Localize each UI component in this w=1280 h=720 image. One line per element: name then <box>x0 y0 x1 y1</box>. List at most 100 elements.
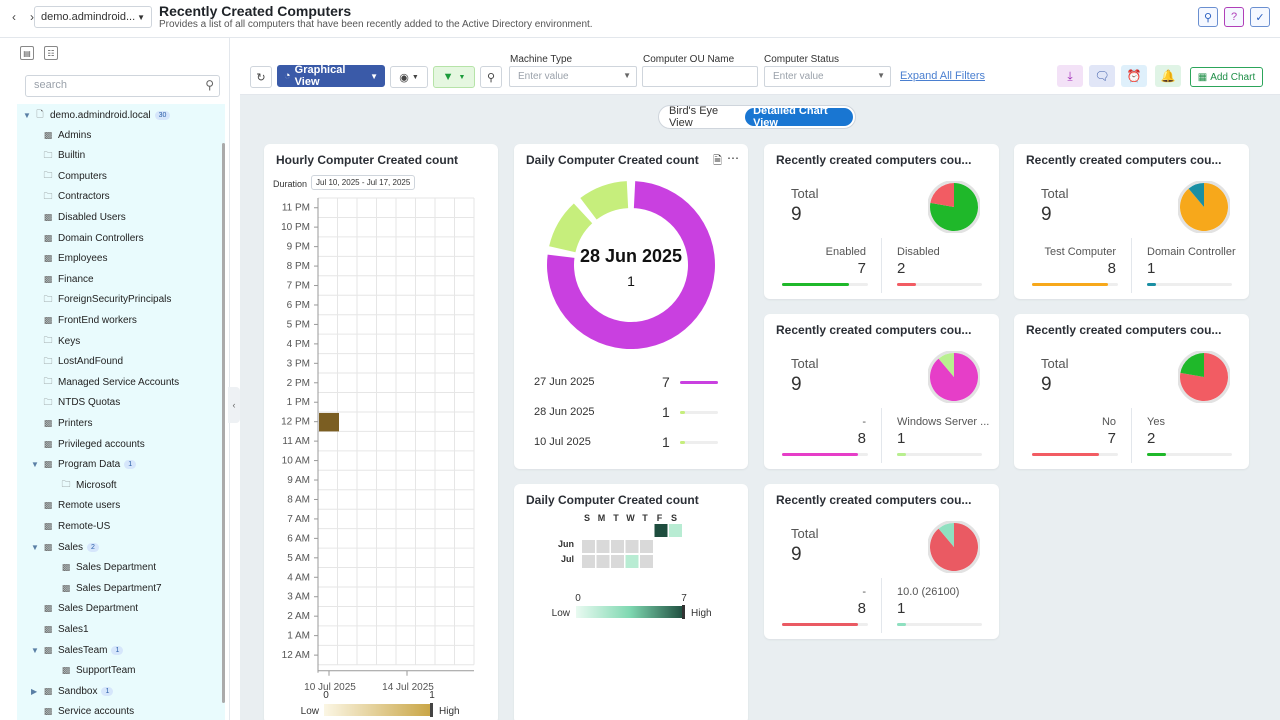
sidebar-item[interactable]: ▩ Finance <box>31 270 94 288</box>
sidebar-item[interactable]: ▩ Sales Department <box>31 600 138 618</box>
calendar-data-cell[interactable] <box>654 524 668 537</box>
sidebar-item[interactable]: ▩ FrontEnd workers <box>31 311 137 329</box>
calendar-data-cell[interactable] <box>669 524 682 537</box>
calendar-cell[interactable] <box>611 540 624 553</box>
more-options-icon[interactable]: ⋯ <box>727 151 740 165</box>
export-icon[interactable]: 🗎 <box>713 155 722 167</box>
comment-button[interactable]: 🗨 <box>1089 65 1115 87</box>
graphical-view-button[interactable]: ◔ Graphical View ▼ <box>277 64 385 88</box>
hourly-heatmap-chart: 12 AM 1 AM 2 AM 3 AM 4 AM 5 AM 6 AM 7 AM 8 AM 9 A… <box>281 197 475 717</box>
help-icon[interactable]: ? <box>1224 7 1244 27</box>
sidebar-item[interactable]: ▩ Printers <box>31 414 93 432</box>
domain-select[interactable]: demo.admindroid... ▼ <box>34 6 152 28</box>
calendar-data-cell[interactable] <box>625 555 639 568</box>
sidebar-search-input[interactable]: search ⚲ <box>25 75 220 97</box>
expand-caret-icon[interactable]: ▼ <box>23 110 31 120</box>
nav-arrows: ‹ › <box>6 8 40 26</box>
donut-slice[interactable] <box>547 181 715 349</box>
pie-slice[interactable] <box>938 353 954 377</box>
calendar-cell[interactable] <box>582 540 595 553</box>
calendar-cell[interactable] <box>640 555 653 568</box>
sidebar-item[interactable]: 🗀 Microsoft <box>49 476 116 494</box>
calendar-cell[interactable] <box>640 540 653 553</box>
expand-caret-icon[interactable]: ▼ <box>31 542 39 552</box>
sidebar-collapse-handle[interactable]: ‹ <box>228 387 240 423</box>
donut-slice[interactable] <box>549 203 593 253</box>
calendar-cell[interactable] <box>625 540 639 553</box>
pie-slice[interactable] <box>1188 183 1204 207</box>
count-badge: 30 <box>154 110 171 120</box>
ou-icon: ▩ <box>43 253 53 264</box>
sidebar-item[interactable]: ▩ Service accounts <box>31 703 134 720</box>
search-icon[interactable]: ⚲ <box>1198 7 1218 27</box>
detailed-chart-view-tab[interactable]: Detailed Chart View <box>745 105 853 129</box>
sidebar-item[interactable]: ▼ ▩ Program Data 1 <box>31 456 137 474</box>
calendar-cell[interactable] <box>596 555 610 568</box>
right-metric-bar <box>1147 283 1232 286</box>
hierarchy-icon[interactable]: ☷ <box>44 46 58 60</box>
donut-legend-row[interactable]: 10 Jul 2025 1 <box>534 434 730 450</box>
expand-caret-icon[interactable]: ▶ <box>31 686 38 696</box>
download-button[interactable]: ⤓ <box>1057 65 1083 87</box>
sidebar-item[interactable]: ▩ Employees <box>31 250 108 268</box>
collapse-all-icon[interactable]: ▤ <box>20 46 34 60</box>
sidebar-item[interactable]: ▩ SupportTeam <box>49 662 136 680</box>
add-chart-button[interactable]: ▦ Add Chart <box>1190 67 1263 87</box>
sidebar-item[interactable]: ▩ Sales1 <box>31 620 89 638</box>
sidebar-item[interactable]: 🗀 Builtin <box>31 147 85 165</box>
sidebar-item[interactable]: 🗀 LostAndFound <box>31 353 123 371</box>
alert-button[interactable]: 🔔 <box>1155 65 1181 87</box>
donut-slice[interactable] <box>580 181 629 220</box>
expand-all-filters-link[interactable]: Expand All Filters <box>900 70 985 82</box>
sidebar-item[interactable]: 🗀 Keys <box>31 332 80 350</box>
expand-caret-icon[interactable]: ▼ <box>31 645 39 655</box>
sidebar-item[interactable]: 🗀 ForeignSecurityPrincipals <box>31 291 171 309</box>
sidebar-item[interactable]: ▩ Remote-US <box>31 517 111 535</box>
computer-status-input[interactable]: Enter value ▼ <box>764 66 891 87</box>
sidebar-scrollbar[interactable] <box>222 143 225 703</box>
calendar-cell[interactable] <box>582 555 595 568</box>
search-icon[interactable]: ⚲ <box>205 78 214 92</box>
sidebar-item[interactable]: ▩ Admins <box>31 126 92 144</box>
visibility-button[interactable]: ◉ ▼ <box>390 66 428 88</box>
sidebar-item[interactable]: ▼ ▩ Sales 2 <box>31 538 99 556</box>
machine-type-input[interactable]: Enter value ▼ <box>509 66 637 87</box>
calendar-cell[interactable] <box>611 555 624 568</box>
sidebar-item[interactable]: ▩ Privileged accounts <box>31 435 145 453</box>
ou-icon: ▩ <box>43 211 53 222</box>
right-metric-bar <box>897 283 982 286</box>
expand-caret-icon[interactable]: ▼ <box>31 460 39 470</box>
sidebar-item[interactable]: ▼ ▩ SalesTeam 1 <box>31 641 124 659</box>
sidebar-item[interactable]: ▩ Sales Department7 <box>49 579 162 597</box>
sidebar-item[interactable]: ▩ Sales Department <box>49 559 156 577</box>
pie-slice[interactable] <box>938 523 954 547</box>
birds-eye-view-tab[interactable]: Bird's Eye View <box>669 105 719 129</box>
sidebar-item[interactable]: ▩ Domain Controllers <box>31 229 144 247</box>
duration-picker[interactable]: Jul 10, 2025 - Jul 17, 2025 <box>311 175 416 190</box>
search-button[interactable]: ⚲ <box>480 66 502 88</box>
pie-slice[interactable] <box>1180 353 1204 377</box>
add-chart-icon: ▦ <box>1197 71 1208 83</box>
status-check-icon[interactable]: ✓ <box>1250 7 1270 27</box>
calendar-cell[interactable] <box>596 540 610 553</box>
filter-button[interactable]: ▼ ▼ <box>433 66 475 88</box>
pie-slice[interactable] <box>930 183 954 207</box>
refresh-button[interactable]: ↻ <box>250 66 272 88</box>
sidebar-item[interactable]: ▩ Remote users <box>31 497 121 515</box>
x-tick-label: 14 Jul 2025 <box>382 682 434 693</box>
left-metric-label: Enabled <box>825 246 866 258</box>
sidebar-item[interactable]: 🗀 Contractors <box>31 188 109 206</box>
sidebar-item[interactable]: 🗀 NTDS Quotas <box>31 394 120 412</box>
donut-legend-row[interactable]: 28 Jun 2025 1 <box>534 404 730 420</box>
donut-legend-row[interactable]: 27 Jun 2025 7 <box>534 374 730 390</box>
forward-arrow-icon[interactable]: › <box>30 10 34 24</box>
tree-root[interactable]: ▼ 🗋 demo.admindroid.local 30 <box>23 106 171 124</box>
back-arrow-icon[interactable]: ‹ <box>12 10 16 24</box>
sidebar-item[interactable]: 🗀 Managed Service Accounts <box>31 373 179 391</box>
schedule-button[interactable]: ⏰ <box>1121 65 1147 87</box>
sidebar-item[interactable]: ▩ Disabled Users <box>31 208 126 226</box>
sidebar-item[interactable]: ▶ ▩ Sandbox 1 <box>31 682 114 700</box>
sidebar-item[interactable]: 🗀 Computers <box>31 167 106 185</box>
heatmap-cell[interactable] <box>319 412 339 432</box>
computer-ou-input[interactable] <box>642 66 758 87</box>
